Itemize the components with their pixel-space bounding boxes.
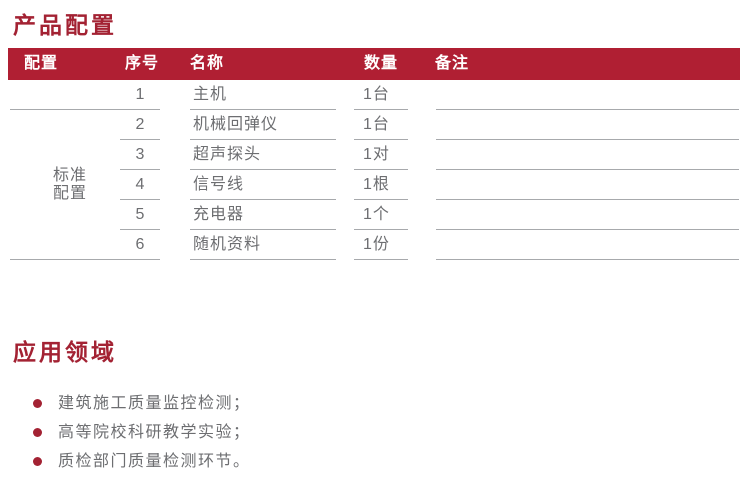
table-header-row: 配置 序号 名称 数量 备注 [8,48,740,80]
applications-list: 建筑施工质量监控检测； 高等院校科研教学实验； 质检部门质量检测环节。 [0,389,750,476]
list-item-text: 建筑施工质量监控检测； [58,395,251,412]
cell-quantity: 1台 [354,80,408,110]
cell-note [436,230,739,260]
cell-name: 超声探头 [190,140,336,170]
bullet-icon [33,457,42,466]
cell-note [436,200,739,230]
cell-index: 3 [120,140,160,170]
cell-quantity: 1份 [354,230,408,260]
table-row: 2 机械回弹仪 1台 [8,110,740,140]
table-row: 6 随机资料 1份 [8,230,740,260]
bullet-icon [33,428,42,437]
cell-index: 2 [120,110,160,140]
cell-name: 信号线 [190,170,336,200]
cell-quantity: 1根 [354,170,408,200]
list-item: 高等院校科研教学实验； [0,418,750,447]
list-item: 建筑施工质量监控检测； [0,389,750,418]
cell-index: 5 [120,200,160,230]
list-item-text: 质检部门质量检测环节。 [58,453,251,470]
list-item: 质检部门质量检测环节。 [0,447,750,476]
cell-note [436,140,739,170]
column-header-config: 配置 [24,55,59,72]
cell-note [436,80,739,110]
table-row: 4 信号线 1根 [8,170,740,200]
product-config-table: 配置 序号 名称 数量 备注 标准 配置 1 主机 1台 2 机械回弹仪 1台 [8,48,740,260]
page-title: 产品配置 [13,12,117,38]
table-row: 1 主机 1台 [8,80,740,110]
applications-title: 应用领域 [13,339,117,365]
table-body: 标准 配置 1 主机 1台 2 机械回弹仪 1台 3 超声探头 1对 4 [8,80,740,260]
column-header-name: 名称 [190,55,225,72]
list-item-text: 高等院校科研教学实验； [58,424,251,441]
column-header-note: 备注 [435,55,470,72]
cell-index: 4 [120,170,160,200]
cell-name: 主机 [190,80,336,110]
column-header-index: 序号 [125,55,160,72]
cell-note [436,110,739,140]
cell-name: 机械回弹仪 [190,110,336,140]
config-group-cell: 标准 配置 [10,110,160,260]
column-header-quantity: 数量 [364,55,399,72]
cell-note [436,170,739,200]
table-row: 3 超声探头 1对 [8,140,740,170]
cell-quantity: 1对 [354,140,408,170]
bullet-icon [33,399,42,408]
cell-index: 1 [120,80,160,110]
table-row: 5 充电器 1个 [8,200,740,230]
cell-index: 6 [120,230,160,260]
cell-quantity: 1个 [354,200,408,230]
cell-name: 随机资料 [190,230,336,260]
cell-name: 充电器 [190,200,336,230]
config-cell-empty [10,80,160,110]
cell-quantity: 1台 [354,110,408,140]
